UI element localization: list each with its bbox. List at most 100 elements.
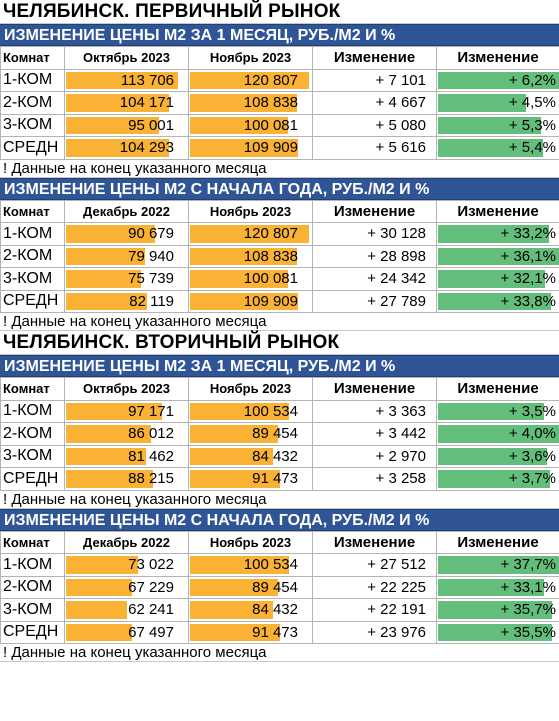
room-type-cell: 3-КОМ (0, 444, 65, 468)
price-data-bar (190, 402, 289, 420)
price-value: 100 534 (243, 556, 298, 574)
price-data-bar (190, 578, 279, 596)
start-price-cell: 90 679 (64, 222, 189, 246)
price-data-bar (66, 94, 169, 112)
pct-change-cell: + 3,5% (436, 399, 559, 423)
room-type-cell: 3-КОМ (0, 113, 65, 137)
start-price-cell: 113 706 (64, 68, 189, 92)
price-data-bar (66, 116, 160, 134)
pct-data-bar (438, 225, 550, 243)
price-data-bar (66, 578, 133, 596)
pct-data-bar (438, 247, 559, 265)
pct-change-cell: + 6,2% (436, 68, 559, 92)
abs-change-cell: + 23 976 (312, 620, 437, 644)
price-data-bar (66, 71, 178, 89)
price-data-bar (190, 556, 289, 574)
pct-change-cell: + 35,5% (436, 620, 559, 644)
room-type-cell: 1-КОМ (0, 222, 65, 246)
price-value: 82 119 (129, 292, 174, 310)
price-value: 120 807 (243, 225, 298, 243)
price-change-table: Комнат Октябрь 2023 Ноябрь 2023 Изменение Из… (0, 377, 559, 491)
price-data-bar (190, 94, 298, 112)
pct-change-cell: + 4,5% (436, 91, 559, 115)
start-price-cell: 67 229 (64, 575, 189, 599)
section-header: ИЗМЕНЕНИЕ ЦЕНЫ М2 С НАЧАЛА ГОДА, РУБ./М2… (0, 177, 559, 200)
header-row: Комнат Декабрь 2022 Ноябрь 2023 Изменение Из… (0, 530, 559, 554)
start-price-cell: 73 022 (64, 553, 189, 577)
price-data-bar (66, 601, 128, 619)
price-data-bar (190, 425, 279, 443)
abs-change-cell: + 27 512 (312, 553, 437, 577)
start-month-column-header: Декабрь 2022 (64, 530, 189, 554)
price-value: 84 432 (252, 447, 298, 465)
table-row: 2-КОМ 67 229 89 454 + 22 225 + 33,1% (0, 575, 559, 599)
pct-value: + 36,1% (500, 247, 556, 265)
end-month-column-header: Ноябрь 2023 (188, 377, 313, 401)
table-row: 3-КОМ 62 241 84 432 + 22 191 + 35,7% (0, 598, 559, 622)
table-row: 2-КОМ 79 940 108 838 + 28 898 + 36,1% (0, 244, 559, 268)
end-price-cell: 100 534 (188, 399, 313, 423)
pct-value: + 35,7% (500, 601, 556, 619)
start-price-cell: 104 171 (64, 91, 189, 115)
spreadsheet-report: ЧЕЛЯБИНСК. ПЕРВИЧНЫЙ РЫНОК ИЗМЕНЕНИЕ ЦЕНЫ… (0, 0, 559, 662)
room-type-cell: 2-КОМ (0, 244, 65, 268)
pct-data-bar (438, 425, 559, 443)
price-value: 108 838 (243, 94, 298, 112)
end-price-cell: 84 432 (188, 598, 313, 622)
price-data-bar (190, 247, 298, 265)
pct-value: + 33,8% (500, 292, 556, 310)
table-row: СРЕДН 104 293 109 909 + 5 616 + 5,4% (0, 136, 559, 160)
pct-data-bar (438, 71, 559, 89)
end-month-column-header: Ноябрь 2023 (188, 530, 313, 554)
price-value: 91 473 (252, 623, 298, 641)
price-value: 97 171 (128, 402, 174, 420)
abs-change-cell: + 5 616 (312, 136, 437, 160)
start-month-column-header: Декабрь 2022 (64, 199, 189, 223)
room-type-cell: 1-КОМ (0, 553, 65, 577)
pct-change-cell: + 36,1% (436, 244, 559, 268)
rooms-column-header: Комнат (0, 530, 65, 554)
pct-value: + 32,1% (500, 270, 556, 288)
pct-value: + 3,5% (508, 402, 556, 420)
start-price-cell: 95 001 (64, 113, 189, 137)
abs-change-cell: + 28 898 (312, 244, 437, 268)
abs-change-column-header: Изменение (312, 377, 437, 401)
pct-change-cell: + 5,3% (436, 113, 559, 137)
start-price-cell: 67 497 (64, 620, 189, 644)
end-price-cell: 108 838 (188, 91, 313, 115)
room-type-cell: СРЕДН (0, 136, 65, 160)
market-title: ЧЕЛЯБИНСК. ПЕРВИЧНЫЙ РЫНОК (0, 0, 559, 24)
price-value: 108 838 (243, 247, 298, 265)
start-price-cell: 97 171 (64, 399, 189, 423)
price-data-bar (66, 270, 141, 288)
price-value: 67 497 (128, 623, 174, 641)
header-row: Комнат Октябрь 2023 Ноябрь 2023 Изменение Из… (0, 46, 559, 70)
table-row: 2-КОМ 104 171 108 838 + 4 667 + 4,5% (0, 91, 559, 115)
end-price-cell: 120 807 (188, 222, 313, 246)
pct-value: + 4,0% (508, 425, 556, 443)
abs-change-cell: + 24 342 (312, 267, 437, 291)
room-type-cell: 2-КОМ (0, 575, 65, 599)
end-price-cell: 100 081 (188, 267, 313, 291)
abs-change-cell: + 30 128 (312, 222, 437, 246)
pct-change-cell: + 33,1% (436, 575, 559, 599)
price-value: 104 293 (119, 139, 174, 157)
abs-change-cell: + 4 667 (312, 91, 437, 115)
price-data-bar (66, 225, 156, 243)
pct-value: + 6,2% (508, 71, 556, 89)
room-type-cell: 3-КОМ (0, 267, 65, 291)
table-row: 3-КОМ 75 739 100 081 + 24 342 + 32,1% (0, 267, 559, 291)
pct-data-bar (438, 447, 547, 465)
end-month-column-header: Ноябрь 2023 (188, 199, 313, 223)
start-price-cell: 86 012 (64, 422, 189, 446)
end-price-cell: 91 473 (188, 620, 313, 644)
price-data-bar (66, 556, 138, 574)
table-row: СРЕДН 82 119 109 909 + 27 789 + 33,8% (0, 289, 559, 313)
price-value: 84 432 (252, 601, 298, 619)
pct-change-cell: + 32,1% (436, 267, 559, 291)
abs-change-cell: + 2 970 (312, 444, 437, 468)
pct-value: + 3,7% (508, 470, 556, 488)
footnote: ! Данные на конец указанного месяца (0, 491, 559, 509)
price-data-bar (190, 601, 274, 619)
pct-change-cell: + 3,6% (436, 444, 559, 468)
